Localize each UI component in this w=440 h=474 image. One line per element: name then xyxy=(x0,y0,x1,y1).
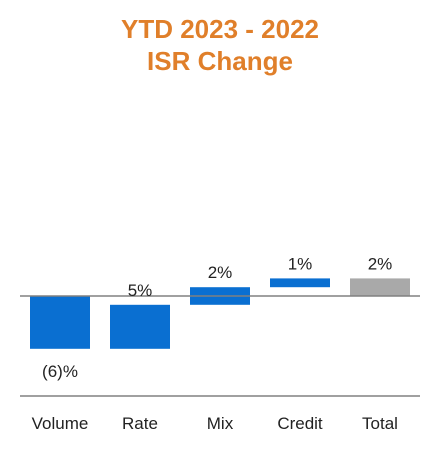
value-label-total: 2% xyxy=(368,254,393,273)
labels-layer: (6)% Volume 5% Rate 2% Mix 1% Credit 2% Total xyxy=(32,254,398,433)
category-label-volume: Volume xyxy=(32,414,89,433)
category-label-credit: Credit xyxy=(277,414,323,433)
category-label-mix: Mix xyxy=(207,414,234,433)
value-label-volume: (6)% xyxy=(42,362,78,381)
bars-layer xyxy=(30,278,410,349)
bar-volume xyxy=(30,296,90,349)
bar-credit xyxy=(270,278,330,288)
value-label-rate: 5% xyxy=(128,281,153,300)
category-label-rate: Rate xyxy=(122,414,158,433)
bar-rate xyxy=(110,304,170,349)
value-label-credit: 1% xyxy=(288,254,313,273)
category-label-total: Total xyxy=(362,414,398,433)
chart-title-line-1: YTD 2023 - 2022 xyxy=(120,14,319,44)
bar-total xyxy=(350,278,410,296)
chart-title-line-2: ISR Change xyxy=(147,46,293,76)
value-label-mix: 2% xyxy=(208,263,233,282)
